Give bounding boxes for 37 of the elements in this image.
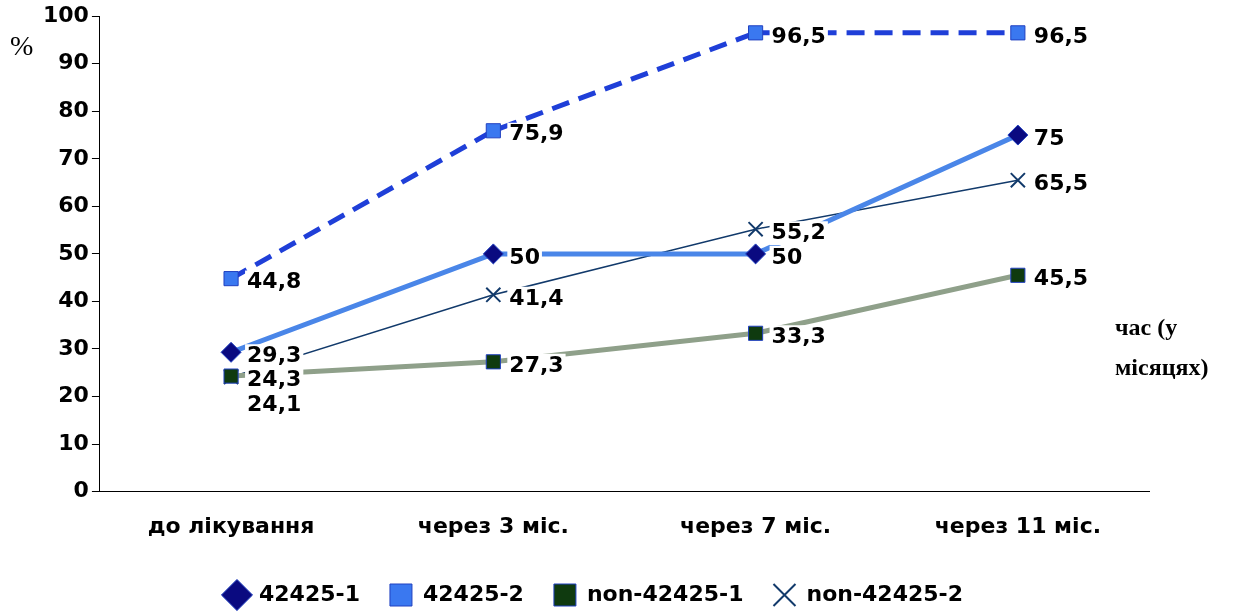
data-label: 55,2 <box>771 218 826 244</box>
y-tick-label: 30 <box>58 334 89 360</box>
data-label: 41,4 <box>509 284 564 310</box>
y-tick-label: 70 <box>58 144 89 170</box>
legend-label: non-42425-2 <box>806 580 964 606</box>
data-label: 27,3 <box>509 351 564 377</box>
y-tick-label: 50 <box>58 239 89 265</box>
data-label: 24,3 <box>247 365 302 391</box>
y-tick-label: 80 <box>58 97 89 122</box>
data-label: 96,5 <box>1033 22 1089 48</box>
x-tick-label: через 11 міс. <box>934 512 1102 538</box>
x-tick-label: через 7 міс. <box>680 512 832 538</box>
data-label: 33,3 <box>771 323 826 349</box>
x-tick-label: до лікування <box>147 512 315 538</box>
data-label: 65,5 <box>1033 169 1089 195</box>
data-label: 44,8 <box>247 268 302 294</box>
y-tick-label: 0 <box>73 477 89 503</box>
data-label: 75 <box>1033 124 1065 150</box>
x-tick-label: через 3 міс. <box>417 512 569 538</box>
y-axis-title: % <box>10 30 34 61</box>
data-label: 96,5 <box>771 22 826 48</box>
data-label: 45,5 <box>1033 265 1089 291</box>
data-label: 50 <box>771 243 803 269</box>
y-tick-label: 40 <box>58 287 89 313</box>
legend-label: 42425-2 <box>422 580 524 606</box>
legend-label: non-42425-1 <box>586 580 744 606</box>
x-axis-title: час (у місяцях) <box>1115 314 1209 380</box>
y-tick-label: 10 <box>58 429 89 455</box>
data-label: 24,1 <box>247 390 302 416</box>
y-tick-label: 20 <box>58 382 89 408</box>
y-tick-label: 90 <box>58 49 89 75</box>
data-label: 50 <box>509 243 540 269</box>
data-label: 29,3 <box>247 342 302 368</box>
y-tick-label: 60 <box>58 192 89 218</box>
legend-label: 42425-1 <box>258 580 360 606</box>
y-tick-label: 100 <box>42 1 89 27</box>
data-label: 75,9 <box>509 120 564 146</box>
